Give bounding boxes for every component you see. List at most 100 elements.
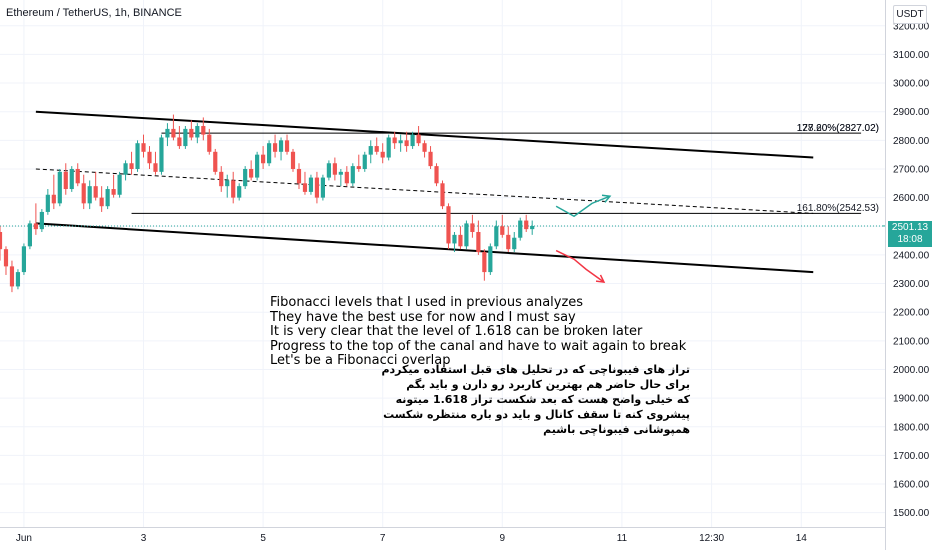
candle-body xyxy=(278,140,284,152)
time-axis[interactable]: Jun 3 5 7 9 11 12:30 14 xyxy=(0,527,885,545)
candle-body xyxy=(9,266,15,287)
candle-body xyxy=(123,163,128,175)
candle-body xyxy=(261,154,266,164)
arrow-down-path xyxy=(555,249,605,283)
candle-body xyxy=(326,163,331,178)
english-note-line: Let's be a Fibonacci overlap xyxy=(270,353,451,368)
candle-body xyxy=(284,140,290,152)
candle-body xyxy=(410,134,415,147)
candle-body xyxy=(213,151,218,172)
trend-line-channel-top xyxy=(35,110,814,159)
price-tick-label: 1800.00 xyxy=(893,422,930,433)
candle-body xyxy=(33,223,38,230)
candle-body xyxy=(494,226,499,247)
persian-note-line: تراز های فیبوناچی که در تحلیل های قبل اس… xyxy=(381,363,690,376)
candle-body xyxy=(458,234,463,247)
candle-body xyxy=(524,220,529,230)
candle-body xyxy=(171,128,176,138)
candle-body xyxy=(308,177,314,192)
trend-line-channel-bottom xyxy=(35,222,814,274)
candle-body xyxy=(500,226,505,235)
candle-body xyxy=(159,137,164,172)
price-tick-label: 1900.00 xyxy=(893,394,930,405)
candle-body xyxy=(338,171,343,175)
english-note-line: It is very clear that the level of 1.618… xyxy=(270,324,643,339)
candle-body xyxy=(452,234,457,244)
english-note-line: Fibonacci levels that I used in previous… xyxy=(270,295,584,310)
candle-body xyxy=(398,140,403,144)
time-tick-label: 3 xyxy=(141,533,147,544)
candle-body xyxy=(440,183,445,207)
candle-body xyxy=(39,211,44,230)
price-tick-label: 2300.00 xyxy=(893,279,930,290)
persian-note-line: همپوشانی فیبوناچی باشیم xyxy=(543,423,690,436)
candle-body xyxy=(320,177,325,198)
english-note-line: They have the best use for now and I mus… xyxy=(270,309,576,325)
candle-body xyxy=(111,189,116,195)
candle-body xyxy=(470,223,475,232)
candle-body xyxy=(225,180,230,187)
candle-body xyxy=(446,206,451,244)
candle-body xyxy=(416,134,421,144)
candle-body xyxy=(99,197,104,207)
candle-body xyxy=(183,128,188,147)
candle-body xyxy=(177,137,182,147)
candle-body xyxy=(404,140,409,147)
currency-label[interactable]: USDT xyxy=(893,5,927,24)
candle-body xyxy=(362,154,367,169)
candle-body xyxy=(332,163,337,175)
candle-body xyxy=(386,137,391,158)
price-tick-label: 2100.00 xyxy=(893,336,930,347)
candle-body xyxy=(207,134,212,152)
countdown-timer: 18:08 xyxy=(897,234,923,245)
candle-body xyxy=(314,177,320,198)
candle-body xyxy=(21,246,27,273)
candle-body xyxy=(129,163,134,169)
time-tick-label: 7 xyxy=(380,533,386,544)
candle-body xyxy=(231,180,236,198)
time-tick-label: 9 xyxy=(500,533,506,544)
fib-level-label: 127.20%(2827.02) xyxy=(797,123,879,134)
price-axis-bg xyxy=(885,0,932,550)
price-tick-label: 3200.00 xyxy=(893,21,930,32)
price-axis[interactable]: 3200.00 3100.00 3000.00 2900.00 2800.00 2700.… xyxy=(882,0,932,550)
candle-body xyxy=(296,168,302,184)
candle-body xyxy=(165,128,170,138)
candle-body xyxy=(512,237,517,250)
english-note: Fibonacci levels that I used in previous… xyxy=(270,295,687,369)
price-tick-label: 3000.00 xyxy=(893,79,930,90)
time-tick-label: Jun xyxy=(16,533,32,544)
candle-body xyxy=(219,171,224,187)
symbol-title[interactable]: Ethereum / TetherUS, 1h, BINANCE xyxy=(6,7,182,19)
candle-body xyxy=(243,168,248,187)
candle-body xyxy=(45,194,50,212)
candle-body xyxy=(117,174,122,195)
candle-body xyxy=(530,225,535,230)
price-tick-label: 2800.00 xyxy=(893,136,930,147)
trend-lines xyxy=(0,110,885,274)
candle-body xyxy=(488,246,493,273)
fib-level-label: 178.60%(2827.02) xyxy=(797,123,879,134)
candle-body xyxy=(266,143,272,164)
price-tick-label: 2900.00 xyxy=(893,107,930,118)
price-tick-label: 2200.00 xyxy=(893,308,930,319)
persian-note-line: که خیلی واضح هست که بعد شکست تراز 1.618 … xyxy=(395,393,690,406)
candle-body xyxy=(69,168,74,190)
last-price-tag: 2501.13 18:08 xyxy=(888,221,932,247)
candle-body xyxy=(434,166,439,184)
candle-body xyxy=(105,189,110,207)
english-note-line: Progress to the top of the canal and hav… xyxy=(270,338,687,354)
price-tick-label: 3100.00 xyxy=(893,50,930,61)
candle-body xyxy=(81,183,86,204)
candle-body xyxy=(255,154,260,178)
price-tick-label: 1500.00 xyxy=(893,508,930,519)
candle-body xyxy=(368,146,373,155)
candle-body xyxy=(482,252,487,273)
candle-body xyxy=(27,223,32,247)
candle-body xyxy=(57,171,62,204)
candle-body xyxy=(518,220,523,238)
candle-body xyxy=(302,183,308,192)
arrow-down-head xyxy=(595,274,606,284)
persian-note-line: برای حال حاضر هم بهترین کاربرد رو دارن و… xyxy=(406,378,690,391)
